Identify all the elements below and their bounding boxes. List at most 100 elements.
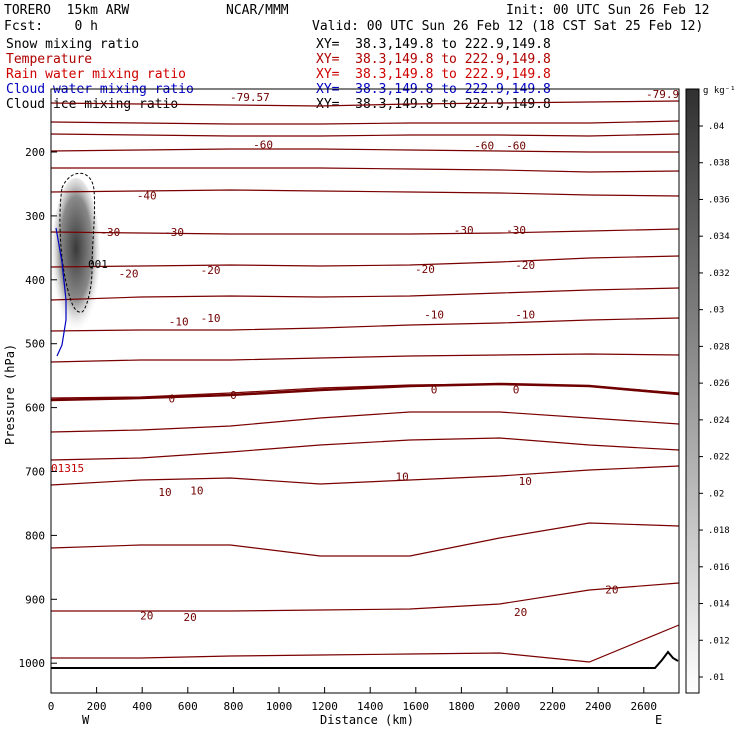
x-tick-label: 800: [223, 700, 243, 713]
x-tick-label: 2000: [494, 700, 521, 713]
isotherm-labels: -60 -60 -60-40-30 -30 -30 -30-20 -20 -20 -20-10-…: [100, 138, 618, 624]
isotherm-line: [51, 582, 680, 612]
isotherm-line: [50, 411, 680, 433]
y-tick-label: 800: [25, 529, 45, 542]
x-axis-ticks: 0 200 400 600 800 1000 1200 1400 1600 1800 2000 220…: [48, 687, 657, 713]
east-label: E: [655, 713, 662, 727]
x-tick-label: 2600: [631, 700, 658, 713]
colorbar-tick-label: .016: [708, 563, 730, 573]
isotherm-label: -30: [100, 226, 120, 239]
isotherm-line: [50, 437, 680, 461]
colorbar-tick-label: .018: [708, 526, 730, 536]
x-tick-label: 200: [87, 700, 107, 713]
isotherm-label: -20: [201, 264, 221, 277]
x-tick-label: 1200: [311, 700, 338, 713]
colorbar-unit: g kg⁻¹: [703, 86, 736, 96]
snow-contour: [59, 172, 96, 313]
field-name-temperature: Temperature: [6, 52, 93, 67]
isotherm-line: [50, 148, 679, 153]
y-tick-label: 500: [25, 338, 45, 351]
y-axis-ticks: 200 300 400 500 600 700 800 900 1000: [19, 146, 57, 670]
y-tick-label: 1000: [19, 657, 46, 670]
isotherm-label: -30: [164, 226, 184, 239]
isotherm-line: [51, 167, 680, 173]
isotherm-lines: [50, 100, 680, 663]
isotherm-line: [50, 120, 680, 125]
isotherm-label: 20: [514, 606, 527, 619]
x-tick-label: 600: [178, 700, 198, 713]
isotherm-label: 0: [431, 384, 438, 397]
isotherm-line: [50, 189, 680, 197]
x-tick-label: 2400: [585, 700, 612, 713]
isotherm-label: -10: [201, 312, 221, 325]
isotherm-label: -40: [137, 189, 157, 202]
colorbar: [685, 88, 700, 694]
colorbar-tick-label: .014: [708, 600, 730, 610]
isotherm-label: -60: [253, 138, 273, 151]
isotherm-label: -10: [169, 315, 189, 328]
isotherm-line: [50, 100, 680, 107]
y-tick-label: 300: [25, 210, 45, 223]
y-tick-label: 900: [25, 593, 45, 606]
top-left-min-label: -79.57: [230, 91, 270, 104]
snow-shading: [52, 178, 100, 334]
isotherm-line: [50, 133, 680, 137]
y-axis-label: Pressure (hPa): [3, 344, 17, 445]
isotherm-label: 10: [158, 486, 171, 499]
isotherm-label: 0: [513, 384, 520, 397]
field-name-cloud-ice: Cloud ice mixing ratio: [6, 97, 179, 112]
isotherm-label: 0: [230, 389, 237, 402]
field-xy-temperature: XY= 38.3,149.8 to 222.9,149.8: [316, 52, 551, 67]
colorbar-tick-label: .038: [708, 159, 730, 169]
isotherm-line: [50, 317, 680, 332]
isotherm-label: -20: [515, 259, 535, 272]
y-tick-label: 200: [25, 146, 45, 159]
zero-degree-isotherm: [50, 382, 680, 402]
field-xy-rain: XY= 38.3,149.8 to 222.9,149.8: [316, 67, 551, 82]
isotherm-label: 10: [519, 475, 532, 488]
colorbar-tick-label: .012: [708, 636, 730, 646]
colorbar-tick-label: .034: [708, 232, 730, 242]
x-tick-label: 1800: [448, 700, 475, 713]
isotherm-label: 0: [169, 393, 176, 406]
x-axis-label: Distance (km): [320, 713, 414, 727]
isotherm-label: 20: [605, 584, 618, 597]
isotherm-line: [50, 255, 680, 268]
colorbar-tick-label: .04: [708, 122, 724, 132]
isotherm-label: -30: [454, 224, 474, 237]
west-label: W: [82, 713, 90, 727]
isotherm-label: 20: [183, 611, 196, 624]
isotherm-label: -60: [506, 140, 526, 153]
field-xy-snow: XY= 38.3,149.8 to 222.9,149.8: [316, 37, 551, 52]
isotherm-label: 10: [395, 471, 408, 484]
x-tick-label: 1600: [403, 700, 430, 713]
valid-time: Valid: 00 UTC Sun 26 Feb 12 (18 CST Sat …: [312, 19, 704, 34]
snow-contour-label: 001: [88, 258, 108, 271]
model-title: TORERO 15km ARW: [4, 3, 130, 18]
forecast-hour: Fcst: 0 h: [4, 19, 98, 34]
top-right-min-label: -79.9: [646, 88, 679, 101]
isotherm-line: [50, 353, 680, 363]
colorbar-tick-label: .028: [708, 342, 730, 352]
field-name-rain: Rain water mixing ratio: [6, 67, 187, 82]
colorbar-tick-label: .026: [708, 379, 730, 389]
isotherm-label: 20: [140, 609, 153, 622]
isotherm-label: -20: [415, 263, 435, 276]
x-tick-label: 2200: [539, 700, 566, 713]
x-tick-label: 400: [132, 700, 152, 713]
isotherm-label: 10: [190, 485, 203, 498]
rain-marker-label: 01315: [51, 462, 84, 475]
colorbar-tick-label: .01: [708, 673, 724, 683]
isotherm-label: -10: [515, 308, 535, 321]
field-name-snow: Snow mixing ratio: [6, 37, 140, 52]
isotherm-label: -20: [119, 267, 139, 280]
isotherm-line: [50, 465, 680, 486]
plot-frame: [50, 88, 680, 694]
y-tick-label: 700: [25, 466, 45, 479]
cloud-water-line: [55, 227, 67, 357]
colorbar-tick-label: .036: [708, 195, 730, 205]
y-tick-label: 600: [25, 402, 45, 415]
colorbar-tick-label: .022: [708, 453, 730, 463]
isotherm-label: -60: [474, 140, 494, 153]
